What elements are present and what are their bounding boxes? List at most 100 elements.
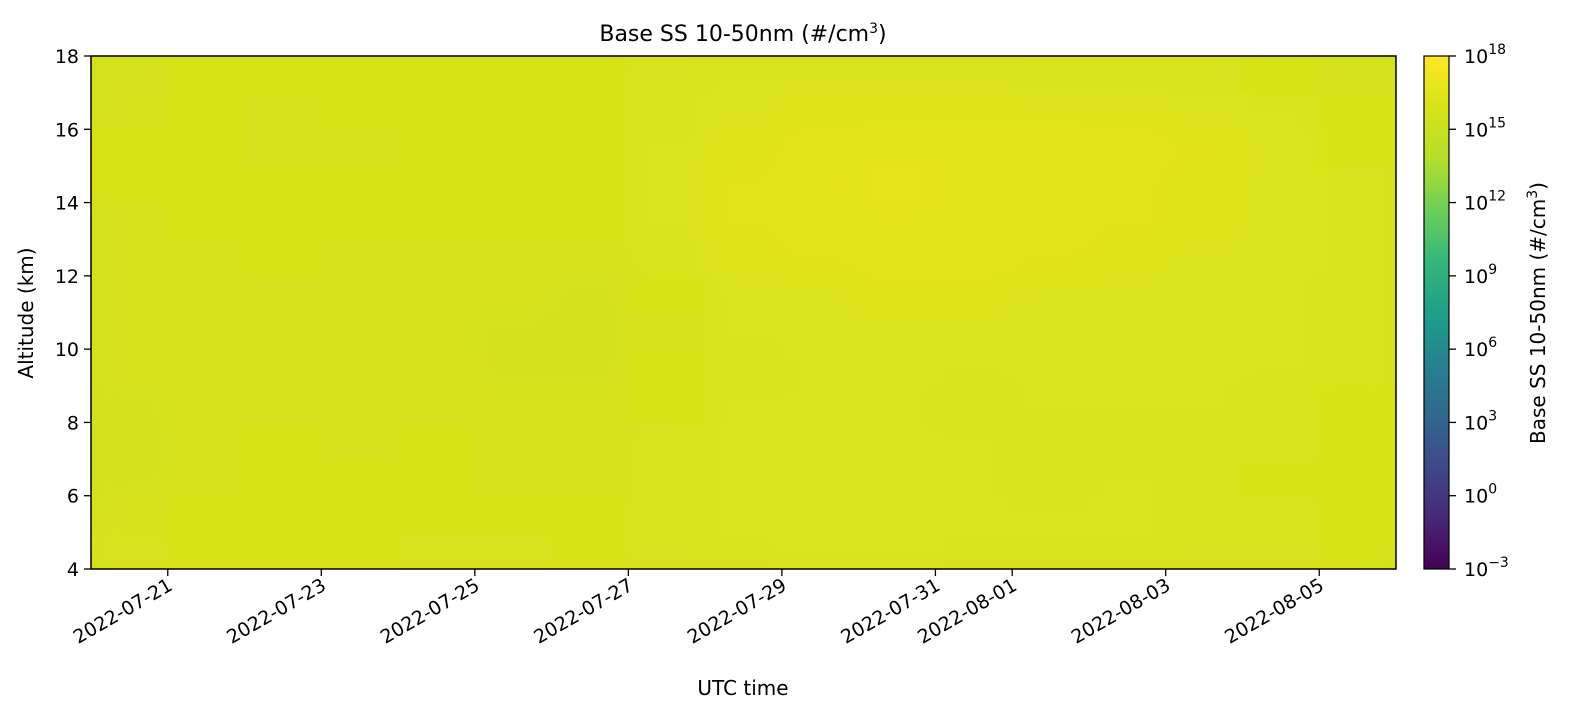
heatmap-cell	[1087, 274, 1167, 314]
heatmap-cell	[1087, 458, 1167, 497]
heatmap-cell	[1318, 458, 1396, 497]
heatmap-cell	[627, 56, 707, 94]
heatmap-cell	[166, 56, 246, 94]
heatmap-cell	[704, 238, 783, 277]
heatmap-cell	[627, 348, 707, 387]
heatmap-cell	[243, 56, 323, 94]
heatmap-cell	[243, 128, 323, 167]
heatmap-cell	[320, 56, 400, 94]
heatmap-cell	[934, 531, 1014, 569]
heatmap-cell	[780, 311, 860, 351]
heatmap-cell	[934, 164, 1014, 204]
heatmap-cell	[320, 384, 400, 424]
heatmap-cell	[320, 164, 400, 204]
heatmap-cells	[91, 56, 1396, 569]
heatmap-cell	[550, 494, 630, 534]
heatmap-cell	[1318, 531, 1396, 569]
heatmap-cell	[473, 201, 553, 241]
heatmap-cell	[1011, 91, 1090, 131]
heatmap-cell	[1011, 348, 1090, 387]
heatmap-cell	[780, 348, 860, 387]
heatmap-cell	[397, 201, 476, 241]
heatmap-cell	[1087, 348, 1167, 387]
heatmap-cell	[627, 421, 707, 461]
heatmap-cell	[1087, 201, 1167, 241]
heatmap-cell	[243, 348, 323, 387]
y-tick-label: 10	[55, 339, 79, 361]
heatmap-cell	[320, 128, 400, 167]
heatmap-cell	[1087, 56, 1167, 94]
colorbar-tick-label: 103	[1464, 408, 1497, 434]
heatmap-cell	[780, 128, 860, 167]
heatmap-cell	[704, 531, 783, 569]
heatmap-cell	[1087, 384, 1167, 424]
heatmap-cell	[1241, 56, 1321, 94]
heatmap-cell	[473, 421, 553, 461]
heatmap-cell	[1011, 531, 1090, 569]
heatmap-cell	[243, 91, 323, 131]
heatmap-cell	[397, 311, 476, 351]
heatmap-cell	[166, 238, 246, 277]
heatmap-cell	[627, 128, 707, 167]
y-tick-label: 12	[55, 266, 79, 288]
heatmap-cell	[627, 91, 707, 131]
heatmap-cell	[857, 91, 937, 131]
heatmap-cell	[320, 91, 400, 131]
heatmap-cell	[166, 531, 246, 569]
y-tick-label: 14	[55, 193, 79, 215]
heatmap-cell	[857, 494, 937, 534]
y-axis-label: Altitude (km)	[14, 247, 38, 378]
heatmap-cell	[934, 348, 1014, 387]
heatmap-cell	[91, 384, 169, 424]
heatmap-cell	[243, 494, 323, 534]
heatmap-cell	[1087, 421, 1167, 461]
y-tick-label: 8	[67, 412, 79, 434]
heatmap-cell	[1087, 91, 1167, 131]
heatmap-cell	[1164, 531, 1244, 569]
heatmap-cell	[166, 348, 246, 387]
heatmap-cell	[473, 384, 553, 424]
heatmap-cell	[1241, 421, 1321, 461]
heatmap-cell	[473, 91, 553, 131]
heatmap-cell	[1164, 164, 1244, 204]
heatmap-cell	[91, 311, 169, 351]
heatmap-cell	[780, 56, 860, 94]
heatmap-cell	[1087, 164, 1167, 204]
heatmap-cell	[550, 274, 630, 314]
heatmap-cell	[243, 384, 323, 424]
heatmap-cell	[934, 238, 1014, 277]
heatmap-cell	[1164, 384, 1244, 424]
y-tick-label: 18	[55, 46, 79, 68]
heatmap-cell	[166, 164, 246, 204]
heatmap-cell	[91, 274, 169, 314]
heatmap-cell	[397, 458, 476, 497]
heatmap-cell	[857, 311, 937, 351]
heatmap-cell	[473, 531, 553, 569]
heatmap-cell	[1011, 311, 1090, 351]
heatmap-cell	[166, 421, 246, 461]
heatmap-cell	[704, 56, 783, 94]
heatmap-cell	[397, 164, 476, 204]
heatmap-cell	[704, 128, 783, 167]
colorbar	[1424, 56, 1449, 569]
heatmap-cell	[243, 201, 323, 241]
heatmap-cell	[857, 201, 937, 241]
colorbar-tick-label: 109	[1464, 262, 1497, 288]
heatmap-cell	[550, 348, 630, 387]
heatmap-cell	[550, 56, 630, 94]
heatmap-cell	[780, 531, 860, 569]
heatmap-cell	[320, 458, 400, 497]
heatmap-cell	[704, 458, 783, 497]
heatmap-cell	[320, 531, 400, 569]
heatmap-cell	[1241, 91, 1321, 131]
heatmap-cell	[857, 531, 937, 569]
heatmap-cell	[1318, 91, 1396, 131]
heatmap-cell	[704, 201, 783, 241]
heatmap-cell	[704, 311, 783, 351]
colorbar-frame	[1423, 55, 1450, 570]
heatmap-cell	[857, 384, 937, 424]
heatmap-cell	[627, 458, 707, 497]
heatmap-cell	[91, 421, 169, 461]
heatmap-cell	[1164, 494, 1244, 534]
